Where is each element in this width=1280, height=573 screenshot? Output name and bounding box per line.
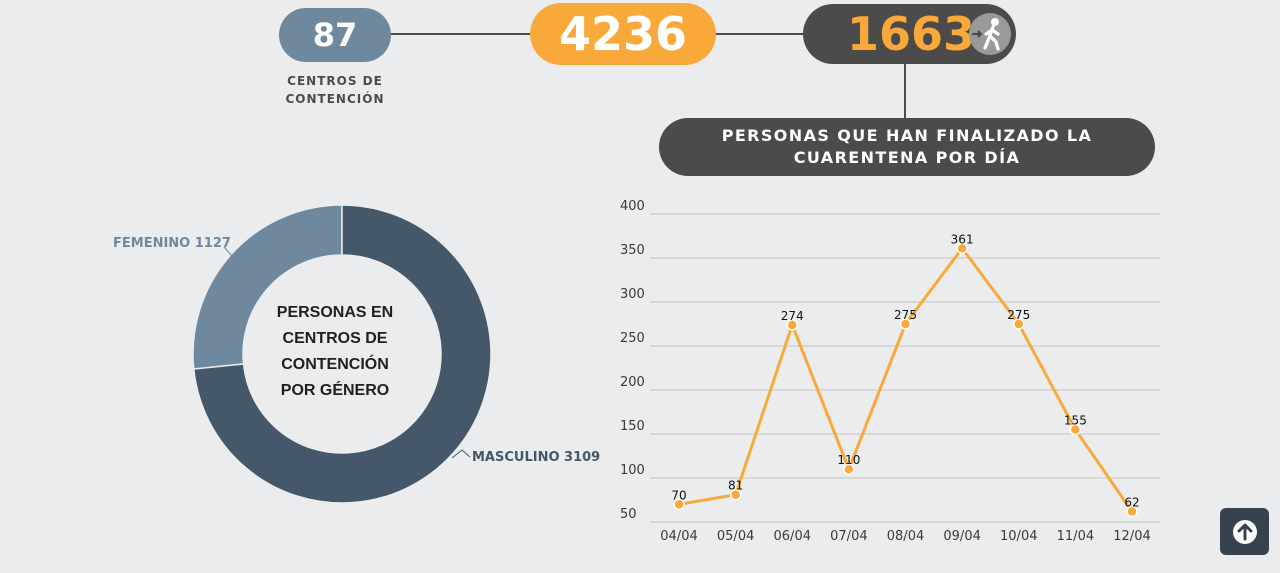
data-point [1013,318,1025,330]
y-tick-label: 300 [620,287,645,302]
y-tick-label: 50 [620,507,637,522]
daily-finished-line-chart: 50 100 150 200 250 300 350 400 70 81 274 110 275 361 2… [620,199,1160,544]
centros-count-pill: 87 [279,8,391,62]
chart-title-banner: PERSONAS QUE HAN FINALIZADO LA CUARENTEN… [659,118,1155,176]
finalizados-count-pill: 1663 [803,4,1016,64]
data-point [1069,423,1082,436]
arrow-up-icon [1232,519,1257,544]
centros-label: CENTROS DE CONTENCIÓN [285,74,385,106]
connector-line-right [714,33,806,35]
x-tick-label: 10/04 [1000,529,1037,544]
leader-line-femenino [223,246,233,257]
y-tick-label: 150 [620,419,645,434]
y-tick-label: 350 [620,243,645,258]
connector-line-vertical [904,62,906,120]
x-tick-label: 11/04 [1057,529,1094,544]
y-tick-label: 250 [620,331,645,346]
gender-donut-chart [192,204,492,504]
data-point [786,319,798,331]
y-tick-label: 400 [620,199,645,214]
data-label: 62 [1124,495,1139,509]
data-label: 155 [1064,414,1087,428]
y-tick-label: 200 [620,375,645,390]
walking-person-icon [969,13,1011,55]
total-count: 4236 [558,7,688,61]
data-label: 81 [728,479,743,493]
data-point [729,488,742,501]
x-tick-label: 12/04 [1113,529,1150,544]
x-tick-label: 04/04 [660,529,697,544]
connector-line-left [390,33,532,35]
leader-line-masculino [451,449,471,459]
x-tick-label: 06/04 [774,529,811,544]
centros-count: 87 [312,16,358,54]
x-tick-label: 07/04 [830,529,867,544]
donut-slice-masculino [192,204,492,504]
donut-label-femenino: FEMENINO 1127 [113,236,231,251]
scroll-to-top-button[interactable] [1220,508,1269,555]
finalizados-count: 1663 [847,7,976,61]
total-count-pill: 4236 [530,3,716,65]
data-label: 275 [1007,308,1030,322]
x-tick-label: 05/04 [717,529,754,544]
donut-center-label: PERSONAS EN CENTROS DE CONTENCIÓN POR GÉ… [276,304,394,399]
data-point [843,463,855,475]
data-label: 275 [894,308,917,322]
data-point [956,242,968,255]
data-label: 274 [781,309,804,323]
data-label: 110 [837,453,860,467]
x-tick-label: 09/04 [943,529,980,544]
y-tick-label: 100 [620,463,645,478]
donut-slice-femenino [192,204,343,370]
data-point [899,318,912,330]
data-point [1126,505,1138,518]
data-label: 70 [671,488,686,502]
series-line [678,245,1134,513]
data-label: 361 [951,232,974,246]
data-point [673,498,685,511]
donut-label-masculino: MASCULINO 3109 [472,450,601,465]
x-tick-label: 08/04 [887,529,924,544]
